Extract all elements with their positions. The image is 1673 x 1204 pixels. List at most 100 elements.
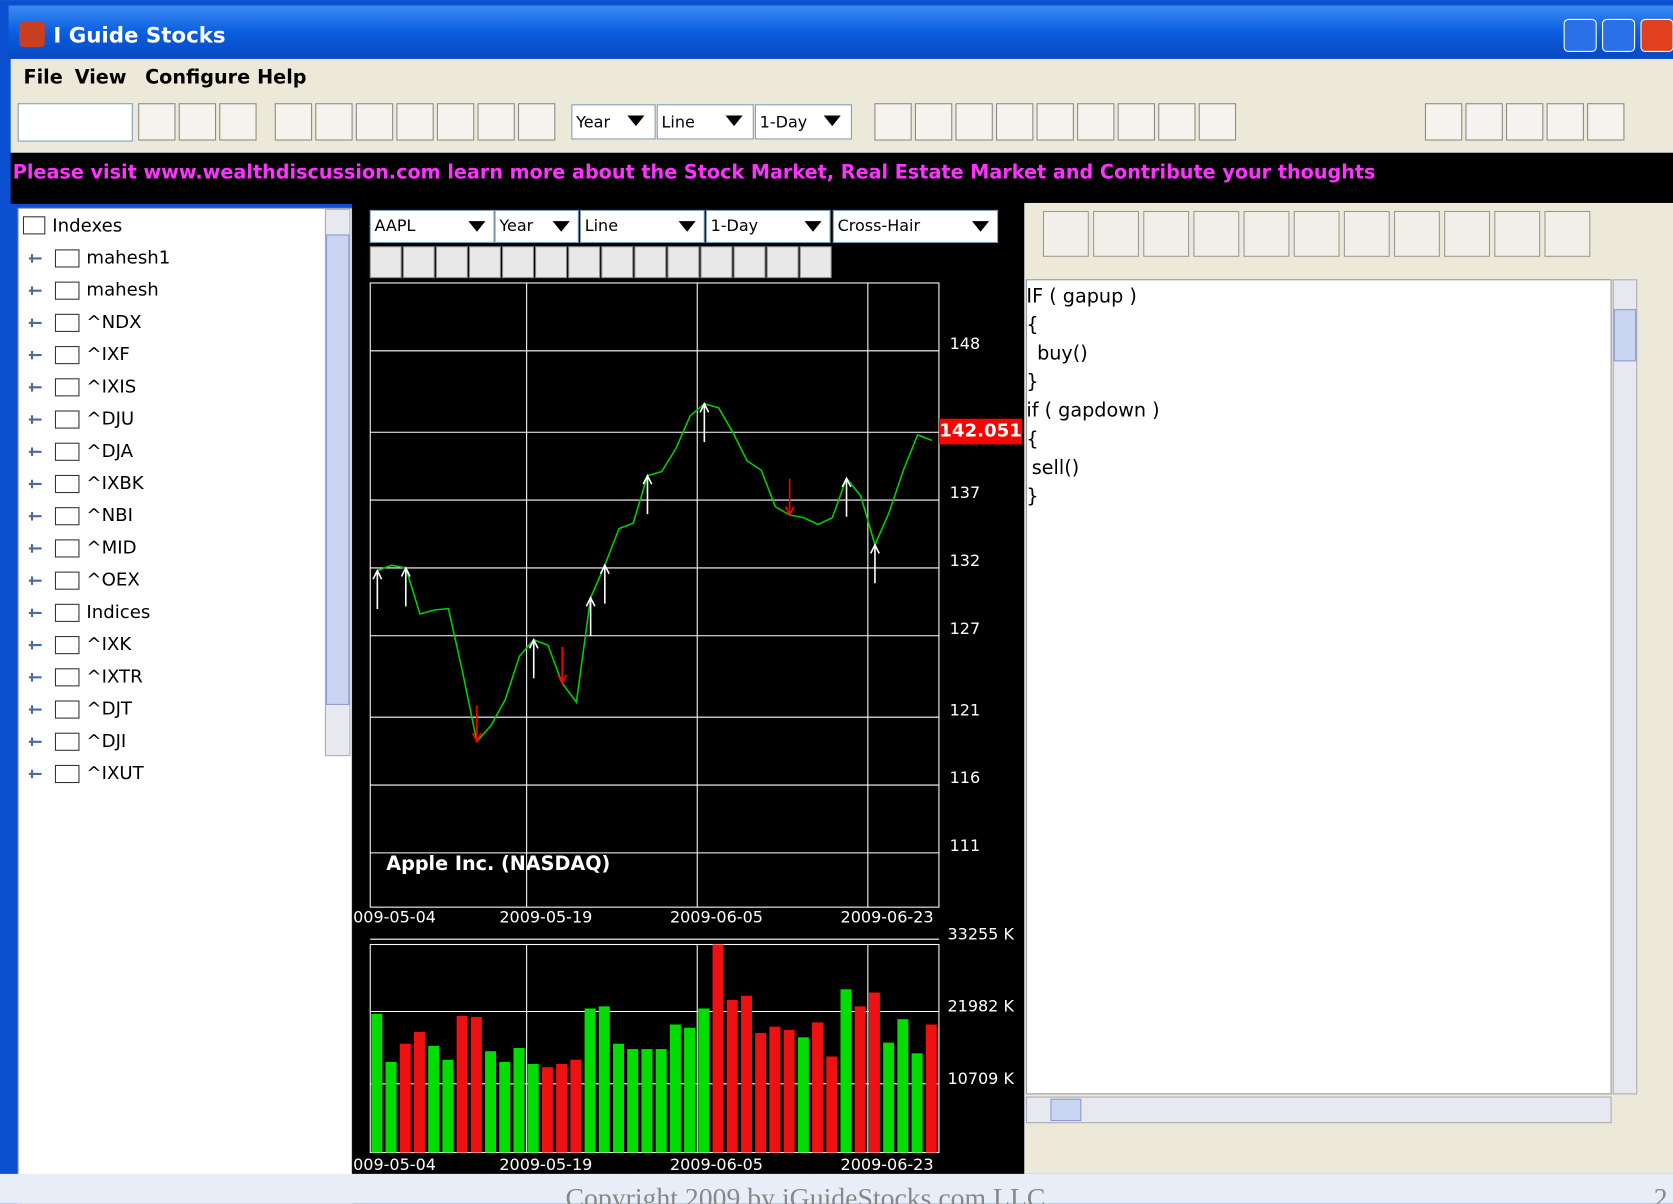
tree-root[interactable]: Indexes <box>52 215 122 236</box>
volume-bar <box>684 1027 696 1153</box>
script-tool-button[interactable] <box>1544 210 1591 257</box>
volume-bar <box>428 1045 440 1153</box>
tree-item[interactable]: ^IXIS <box>86 376 136 397</box>
chart-tool-button[interactable] <box>766 246 799 279</box>
script-tool-button[interactable] <box>1143 210 1190 257</box>
tool-button[interactable] <box>518 103 556 141</box>
close-button[interactable] <box>1640 18 1673 52</box>
editor-hscroll[interactable] <box>1025 1096 1612 1124</box>
tool-button[interactable] <box>1036 103 1074 141</box>
tree-item[interactable]: ^DJI <box>86 731 126 752</box>
tree-item[interactable]: ^IXUT <box>86 763 144 784</box>
chart-tool-button[interactable] <box>435 246 468 279</box>
volume-bar <box>840 989 852 1153</box>
folder-icon <box>54 764 80 784</box>
tree-scroll-thumb[interactable] <box>325 234 350 705</box>
tree-item[interactable]: ^DJU <box>86 409 134 430</box>
y-tick-label: 148 <box>950 334 981 353</box>
tool-button[interactable] <box>477 103 515 141</box>
x-tick-label: 2009-06-23 <box>841 907 934 926</box>
tool-button[interactable] <box>1587 103 1625 141</box>
chart-tool-button[interactable] <box>468 246 501 279</box>
chart-tool-button[interactable] <box>634 246 667 279</box>
chart-tool-button[interactable] <box>402 246 435 279</box>
volume-bar <box>513 1047 525 1153</box>
chart-tool-button[interactable] <box>733 246 766 279</box>
tool-button[interactable] <box>914 103 953 141</box>
chart-tool-button[interactable] <box>502 246 535 279</box>
script-tool-button[interactable] <box>1042 210 1089 257</box>
tree-handle <box>28 640 42 650</box>
script-tool-button[interactable] <box>1494 210 1541 257</box>
tree-item[interactable]: ^OEX <box>86 570 139 591</box>
x-tick-label: 2009-05-19 <box>499 1155 592 1174</box>
chart-tool-button[interactable] <box>601 246 634 279</box>
tree-handle <box>28 608 42 618</box>
tool-button[interactable] <box>874 103 912 141</box>
chart-tool-button[interactable] <box>700 246 733 279</box>
tool-button[interactable] <box>274 103 313 141</box>
volume-bar <box>726 999 738 1153</box>
chart-tool-button[interactable] <box>667 246 700 279</box>
tool-button[interactable] <box>355 103 394 141</box>
editor-vscroll-thumb[interactable] <box>1613 309 1637 362</box>
tool-button[interactable] <box>1158 103 1196 141</box>
tool-button[interactable] <box>1077 103 1115 141</box>
menu-item[interactable]: Configure <box>145 66 250 89</box>
script-editor[interactable] <box>1025 279 1612 1095</box>
editor-vscroll[interactable] <box>1612 279 1638 1095</box>
symbol-input[interactable] <box>17 103 133 142</box>
tree-item[interactable]: Indices <box>86 602 150 623</box>
chart-tool-button[interactable] <box>535 246 568 279</box>
script-tool-button[interactable] <box>1444 210 1491 257</box>
tool-button[interactable] <box>996 103 1034 141</box>
tree-item[interactable]: ^IXBK <box>86 473 144 494</box>
tree-item[interactable]: ^NBI <box>86 505 133 526</box>
script-tool-button[interactable] <box>1293 210 1340 257</box>
tree-handle <box>28 415 42 424</box>
menu-item[interactable]: Help <box>257 66 306 89</box>
y2-tick-label: 21982 K <box>947 997 1014 1016</box>
minimize-button[interactable] <box>1563 18 1597 52</box>
tool-button[interactable] <box>315 103 353 141</box>
page-number: 2 <box>1654 1183 1668 1204</box>
select-box[interactable] <box>571 104 656 140</box>
tool-button[interactable] <box>436 103 475 141</box>
tree-item[interactable]: ^DJT <box>86 699 132 720</box>
tool-button[interactable] <box>1546 103 1584 141</box>
chart-tool-button[interactable] <box>799 246 832 279</box>
tree-item[interactable]: mahesh <box>86 280 158 301</box>
menu-item[interactable]: File <box>23 66 62 89</box>
tool-button[interactable] <box>955 103 993 141</box>
script-tool-button[interactable] <box>1193 210 1240 257</box>
script-tool-button[interactable] <box>1093 210 1139 257</box>
banner-text[interactable]: Please visit www.wealthdiscussion.com le… <box>13 161 1376 184</box>
chart-tool-button[interactable] <box>369 246 402 279</box>
tool-button[interactable] <box>1424 103 1463 141</box>
maximize-button[interactable] <box>1602 18 1636 52</box>
script-tool-button[interactable] <box>1343 210 1390 257</box>
editor-hscroll-thumb[interactable] <box>1050 1098 1082 1122</box>
tool-button[interactable] <box>396 103 434 141</box>
chart-select[interactable] <box>832 209 999 243</box>
tool-button[interactable] <box>1117 103 1155 141</box>
tree-item[interactable]: ^IXTR <box>86 666 143 687</box>
tool-button[interactable] <box>1198 103 1237 141</box>
script-tool-button[interactable] <box>1393 210 1440 257</box>
tree-item[interactable]: ^DJA <box>86 441 133 462</box>
code-line: { <box>1026 427 1038 450</box>
menu-item[interactable]: View <box>75 66 127 89</box>
chart-tool-button[interactable] <box>568 246 601 279</box>
tool-button[interactable] <box>138 103 176 141</box>
script-tool-button[interactable] <box>1243 210 1290 257</box>
tool-button[interactable] <box>219 103 257 141</box>
tree-item[interactable]: mahesh1 <box>86 247 170 268</box>
tool-button[interactable] <box>1506 103 1544 141</box>
tree-item[interactable]: ^NDX <box>86 312 141 333</box>
tool-button[interactable] <box>178 103 217 141</box>
tree-item[interactable]: ^IXF <box>86 344 129 365</box>
tree-item[interactable]: ^IXK <box>86 634 132 655</box>
tree-handle <box>28 479 42 489</box>
tool-button[interactable] <box>1465 103 1503 141</box>
tree-item[interactable]: ^MID <box>86 537 136 558</box>
